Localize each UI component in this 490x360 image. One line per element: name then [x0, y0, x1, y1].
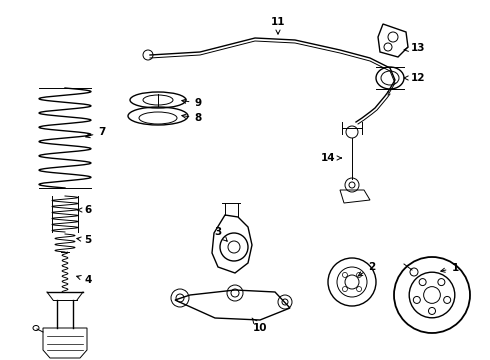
Text: 8: 8: [182, 113, 201, 123]
Text: 6: 6: [78, 205, 92, 215]
Text: 9: 9: [182, 98, 201, 108]
Text: 5: 5: [77, 235, 92, 245]
Text: 4: 4: [76, 275, 92, 285]
Text: 13: 13: [404, 43, 425, 53]
Text: 7: 7: [86, 127, 106, 138]
Text: 12: 12: [404, 73, 425, 83]
Text: 1: 1: [441, 263, 459, 273]
Text: 2: 2: [358, 262, 376, 276]
Text: 3: 3: [215, 227, 227, 241]
Text: 14: 14: [320, 153, 342, 163]
Text: 10: 10: [252, 318, 267, 333]
Text: 11: 11: [271, 17, 285, 34]
